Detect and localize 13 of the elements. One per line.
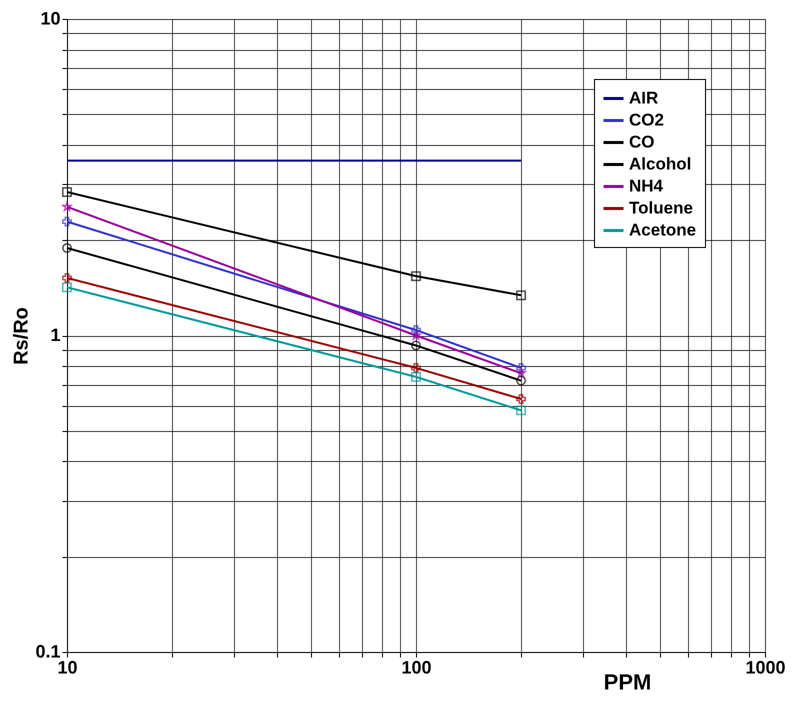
- legend-label: AIR: [629, 88, 658, 108]
- x-tick-label: 100: [401, 658, 432, 678]
- legend-label: CO2: [629, 110, 664, 130]
- legend-label: Toluene: [629, 198, 693, 218]
- y-tick-label: 10: [40, 8, 60, 28]
- x-axis-title: PPM: [604, 670, 652, 694]
- legend-label: CO: [629, 132, 654, 152]
- y-tick-label: 1: [50, 325, 60, 345]
- legend-label: Alcohol: [629, 154, 692, 174]
- legend-label: NH4: [629, 176, 664, 196]
- y-axis-title: Rs/Ro: [10, 307, 32, 365]
- x-tick-label: 1000: [745, 658, 786, 678]
- legend-label: Acetone: [629, 220, 696, 240]
